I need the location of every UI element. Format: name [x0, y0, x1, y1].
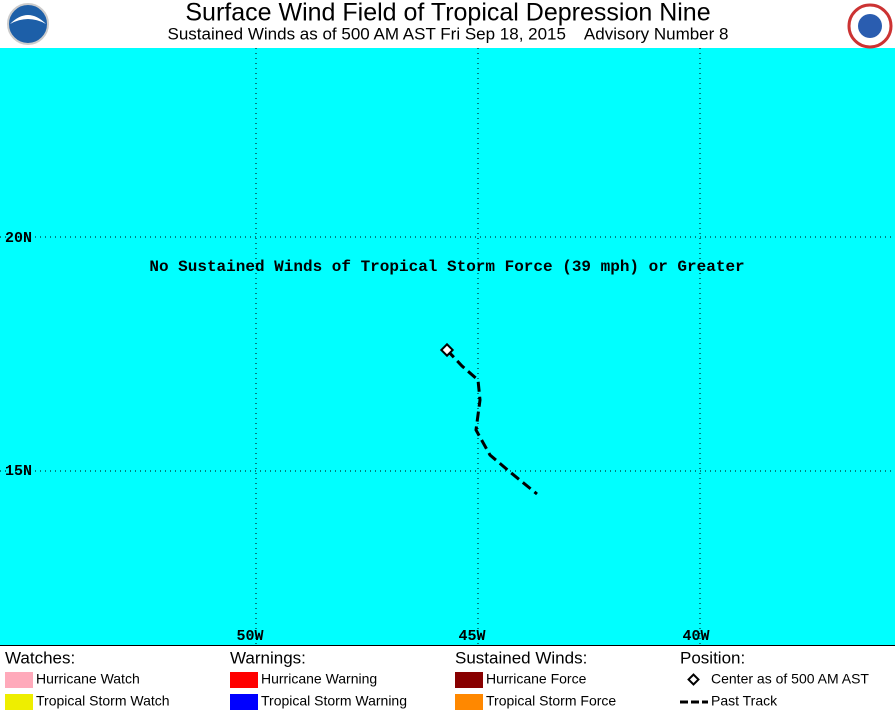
- graticule: [0, 48, 895, 645]
- lat-label: 15N: [5, 463, 32, 480]
- legend-swatch: [5, 672, 33, 688]
- past-track: [445, 348, 538, 496]
- legend-label: Center as of 500 AM AST: [711, 671, 869, 687]
- legend-label: Tropical Storm Warning: [261, 693, 407, 709]
- legend-swatch: [230, 694, 258, 710]
- legend-swatch: [230, 672, 258, 688]
- legend-label: Past Track: [711, 693, 778, 709]
- lon-label: 50W: [236, 628, 263, 645]
- lon-label: 45W: [458, 628, 485, 645]
- legend-label: Hurricane Warning: [261, 671, 377, 687]
- legend-heading: Sustained Winds:: [455, 648, 587, 667]
- legend-label: Tropical Storm Watch: [36, 693, 170, 709]
- legend-swatch: [455, 694, 483, 710]
- noaa-logo: [7, 3, 49, 45]
- legend-heading: Watches:: [5, 648, 75, 667]
- legend-swatch: [455, 672, 483, 688]
- lat-label: 20N: [5, 230, 32, 247]
- lon-label: 40W: [682, 628, 709, 645]
- legend-label: Tropical Storm Force: [486, 693, 616, 709]
- legend-heading: Warnings:: [230, 648, 306, 667]
- legend-swatch: [5, 694, 33, 710]
- legend-label: Hurricane Force: [486, 671, 587, 687]
- legend-swatch: [687, 673, 700, 686]
- title: Surface Wind Field of Tropical Depressio…: [185, 0, 710, 27]
- subtitle: Sustained Winds as of 500 AM AST Fri Sep…: [168, 24, 729, 43]
- nws-logo: [847, 3, 893, 49]
- legend-label: Hurricane Watch: [36, 671, 140, 687]
- storm-center: [439, 342, 455, 358]
- legend-heading: Position:: [680, 648, 745, 667]
- message: No Sustained Winds of Tropical Storm For…: [149, 258, 744, 276]
